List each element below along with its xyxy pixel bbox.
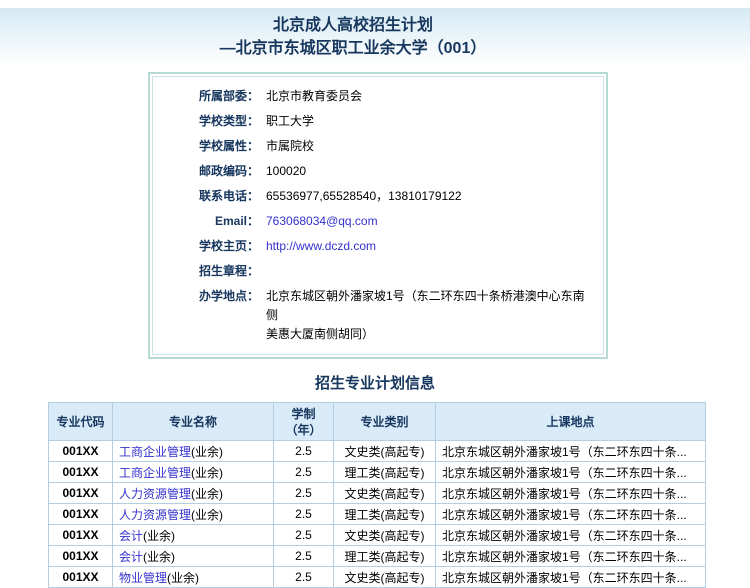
location-cell: 北京东城区朝外潘家坡1号（东二环东四十条...: [435, 566, 706, 588]
major-name-link[interactable]: 会计: [119, 528, 144, 543]
location-cell: 北京东城区朝外潘家坡1号（东二环东四十条...: [435, 503, 706, 525]
major-code-cell: 001XX: [48, 461, 113, 483]
column-header: 学制 （年）: [273, 402, 334, 441]
study-years-cell: 2.5: [273, 482, 334, 504]
study-years-cell: 2.5: [273, 524, 334, 546]
major-code-cell: 001XX: [48, 566, 113, 588]
info-field-value: 北京市教育委员会: [266, 89, 363, 103]
section-title: 招生专业计划信息: [314, 375, 435, 392]
major-code-cell: 001XX: [48, 545, 113, 567]
page-header-band: 北京成人高校招生计划 —北京市东城区职工业余大学（001）: [0, 8, 750, 66]
table-row: 001XX 工商企业管理(业余) 2.5 文史类(高起专) 北京东城区朝外潘家坡1号（东…: [48, 440, 706, 462]
major-mode-suffix: (业余): [191, 444, 224, 459]
major-name-link[interactable]: 工商企业管理: [119, 444, 192, 459]
page-title-line1: 北京成人高校招生计划: [272, 17, 433, 34]
info-field-label: 办学地点：: [198, 289, 259, 303]
info-field-row: 办学地点： 北京东城区朝外潘家坡1号（东二环东四十条桥港澳中心东南侧 美惠大厦南侧…: [161, 287, 595, 344]
info-field-row: 所属部委： 北京市教育委员会: [161, 87, 595, 106]
info-field-row: 学校主页： http://www.dczd.com: [161, 237, 595, 256]
major-code-cell: 001XX: [48, 440, 113, 462]
major-mode-suffix: (业余): [143, 549, 176, 564]
info-field-row: 学校类型： 职工大学: [161, 112, 595, 131]
major-code-cell: 001XX: [48, 482, 113, 504]
major-name-link[interactable]: 人力资源管理: [119, 486, 192, 501]
info-field-label: 招生章程：: [198, 264, 259, 278]
table-header-row: 专业代码 专业名称 学制 （年） 专业类别 上课地点: [48, 402, 706, 441]
table-row: 001XX 工商企业管理(业余) 2.5 理工类(高起专) 北京东城区朝外潘家坡1号（东…: [48, 461, 706, 483]
category-cell: 文史类(高起专): [333, 440, 436, 462]
location-cell: 北京东城区朝外潘家坡1号（东二环东四十条...: [435, 440, 706, 462]
major-name-cell: 人力资源管理(业余): [112, 482, 274, 504]
table-row: 001XX 会计(业余) 2.5 理工类(高起专) 北京东城区朝外潘家坡1号（东二环东四…: [48, 545, 706, 567]
study-years-cell: 2.5: [273, 461, 334, 483]
page-title: 北京成人高校招生计划 —北京市东城区职工业余大学（001）: [0, 8, 706, 60]
info-field-label: 学校主页：: [198, 239, 259, 253]
info-field-value: 100020: [266, 164, 307, 178]
page-title-line2: —北京市东城区职工业余大学（001）: [219, 40, 487, 57]
info-field-value: 65536977,65528540，13810179122: [266, 189, 462, 203]
info-field-value: 职工大学: [266, 114, 315, 128]
info-field-row: 联系电话： 65536977,65528540，13810179122: [161, 187, 595, 206]
table-row: 001XX 会计(业余) 2.5 文史类(高起专) 北京东城区朝外潘家坡1号（东二环东四…: [48, 524, 706, 546]
major-name-cell: 工商企业管理(业余): [112, 440, 274, 462]
location-cell: 北京东城区朝外潘家坡1号（东二环东四十条...: [435, 545, 706, 567]
info-field-label: 学校类型：: [198, 114, 259, 128]
major-name-link[interactable]: 物业管理: [119, 570, 168, 585]
column-header: 专业类别: [333, 402, 436, 441]
table-row: 001XX 人力资源管理(业余) 2.5 文史类(高起专) 北京东城区朝外潘家坡1号（东…: [48, 482, 706, 504]
column-header: 专业名称: [112, 402, 274, 441]
major-mode-suffix: (业余): [191, 465, 224, 480]
category-cell: 文史类(高起专): [333, 566, 436, 588]
major-mode-suffix: (业余): [143, 528, 176, 543]
info-field-link[interactable]: http://www.dczd.com: [266, 239, 377, 253]
location-cell: 北京东城区朝外潘家坡1号（东二环东四十条...: [435, 482, 706, 504]
info-field-row: 邮政编码： 100020: [161, 162, 595, 181]
info-field-value: 北京东城区朝外潘家坡1号（东二环东四十条桥港澳中心东南侧 美惠大厦南侧胡同）: [266, 289, 585, 341]
category-cell: 理工类(高起专): [333, 461, 436, 483]
study-years-cell: 2.5: [273, 503, 334, 525]
table-row: 001XX 物业管理(业余) 2.5 文史类(高起专) 北京东城区朝外潘家坡1号（东二环…: [48, 566, 706, 588]
info-field-label: 邮政编码：: [198, 164, 259, 178]
major-name-cell: 人力资源管理(业余): [112, 503, 274, 525]
major-name-cell: 物业管理(业余): [112, 566, 274, 588]
info-field-label: Email：: [214, 214, 259, 228]
major-mode-suffix: (业余): [167, 570, 200, 585]
major-name-cell: 会计(业余): [112, 545, 274, 567]
school-info-box: 所属部委： 北京市教育委员会 学校类型： 职工大学 学校属性： 市属院校 邮政编码： 1000…: [148, 72, 608, 359]
study-years-cell: 2.5: [273, 440, 334, 462]
category-cell: 理工类(高起专): [333, 545, 436, 567]
major-code-cell: 001XX: [48, 503, 113, 525]
info-field-label: 联系电话：: [198, 189, 259, 203]
majors-table: 专业代码 专业名称 学制 （年） 专业类别 上课地点 001XX 工商企业管理(业余) 2.…: [48, 402, 706, 588]
major-code-cell: 001XX: [48, 524, 113, 546]
major-mode-suffix: (业余): [191, 486, 224, 501]
major-name-cell: 会计(业余): [112, 524, 274, 546]
column-header: 专业代码: [48, 402, 113, 441]
info-field-row: 招生章程：: [161, 262, 595, 281]
info-field-label: 学校属性：: [198, 139, 259, 153]
location-cell: 北京东城区朝外潘家坡1号（东二环东四十条...: [435, 524, 706, 546]
info-field-row: Email： 763068034@qq.com: [161, 212, 595, 231]
category-cell: 理工类(高起专): [333, 503, 436, 525]
school-info-fields: 所属部委： 北京市教育委员会 学校类型： 职工大学 学校属性： 市属院校 邮政编码： 1000…: [152, 76, 604, 355]
column-header: 上课地点: [435, 402, 706, 441]
info-field-row: 学校属性： 市属院校: [161, 137, 595, 156]
info-field-value: 市属院校: [266, 139, 315, 153]
info-field-label: 所属部委：: [198, 89, 259, 103]
category-cell: 文史类(高起专): [333, 482, 436, 504]
location-cell: 北京东城区朝外潘家坡1号（东二环东四十条...: [435, 461, 706, 483]
category-cell: 文史类(高起专): [333, 524, 436, 546]
major-mode-suffix: (业余): [191, 507, 224, 522]
table-row: 001XX 人力资源管理(业余) 2.5 理工类(高起专) 北京东城区朝外潘家坡1号（东…: [48, 503, 706, 525]
major-name-link[interactable]: 工商企业管理: [119, 465, 192, 480]
info-field-link[interactable]: 763068034@qq.com: [266, 214, 378, 228]
study-years-cell: 2.5: [273, 566, 334, 588]
major-name-link[interactable]: 人力资源管理: [119, 507, 192, 522]
major-name-link[interactable]: 会计: [119, 549, 144, 564]
major-name-cell: 工商企业管理(业余): [112, 461, 274, 483]
study-years-cell: 2.5: [273, 545, 334, 567]
